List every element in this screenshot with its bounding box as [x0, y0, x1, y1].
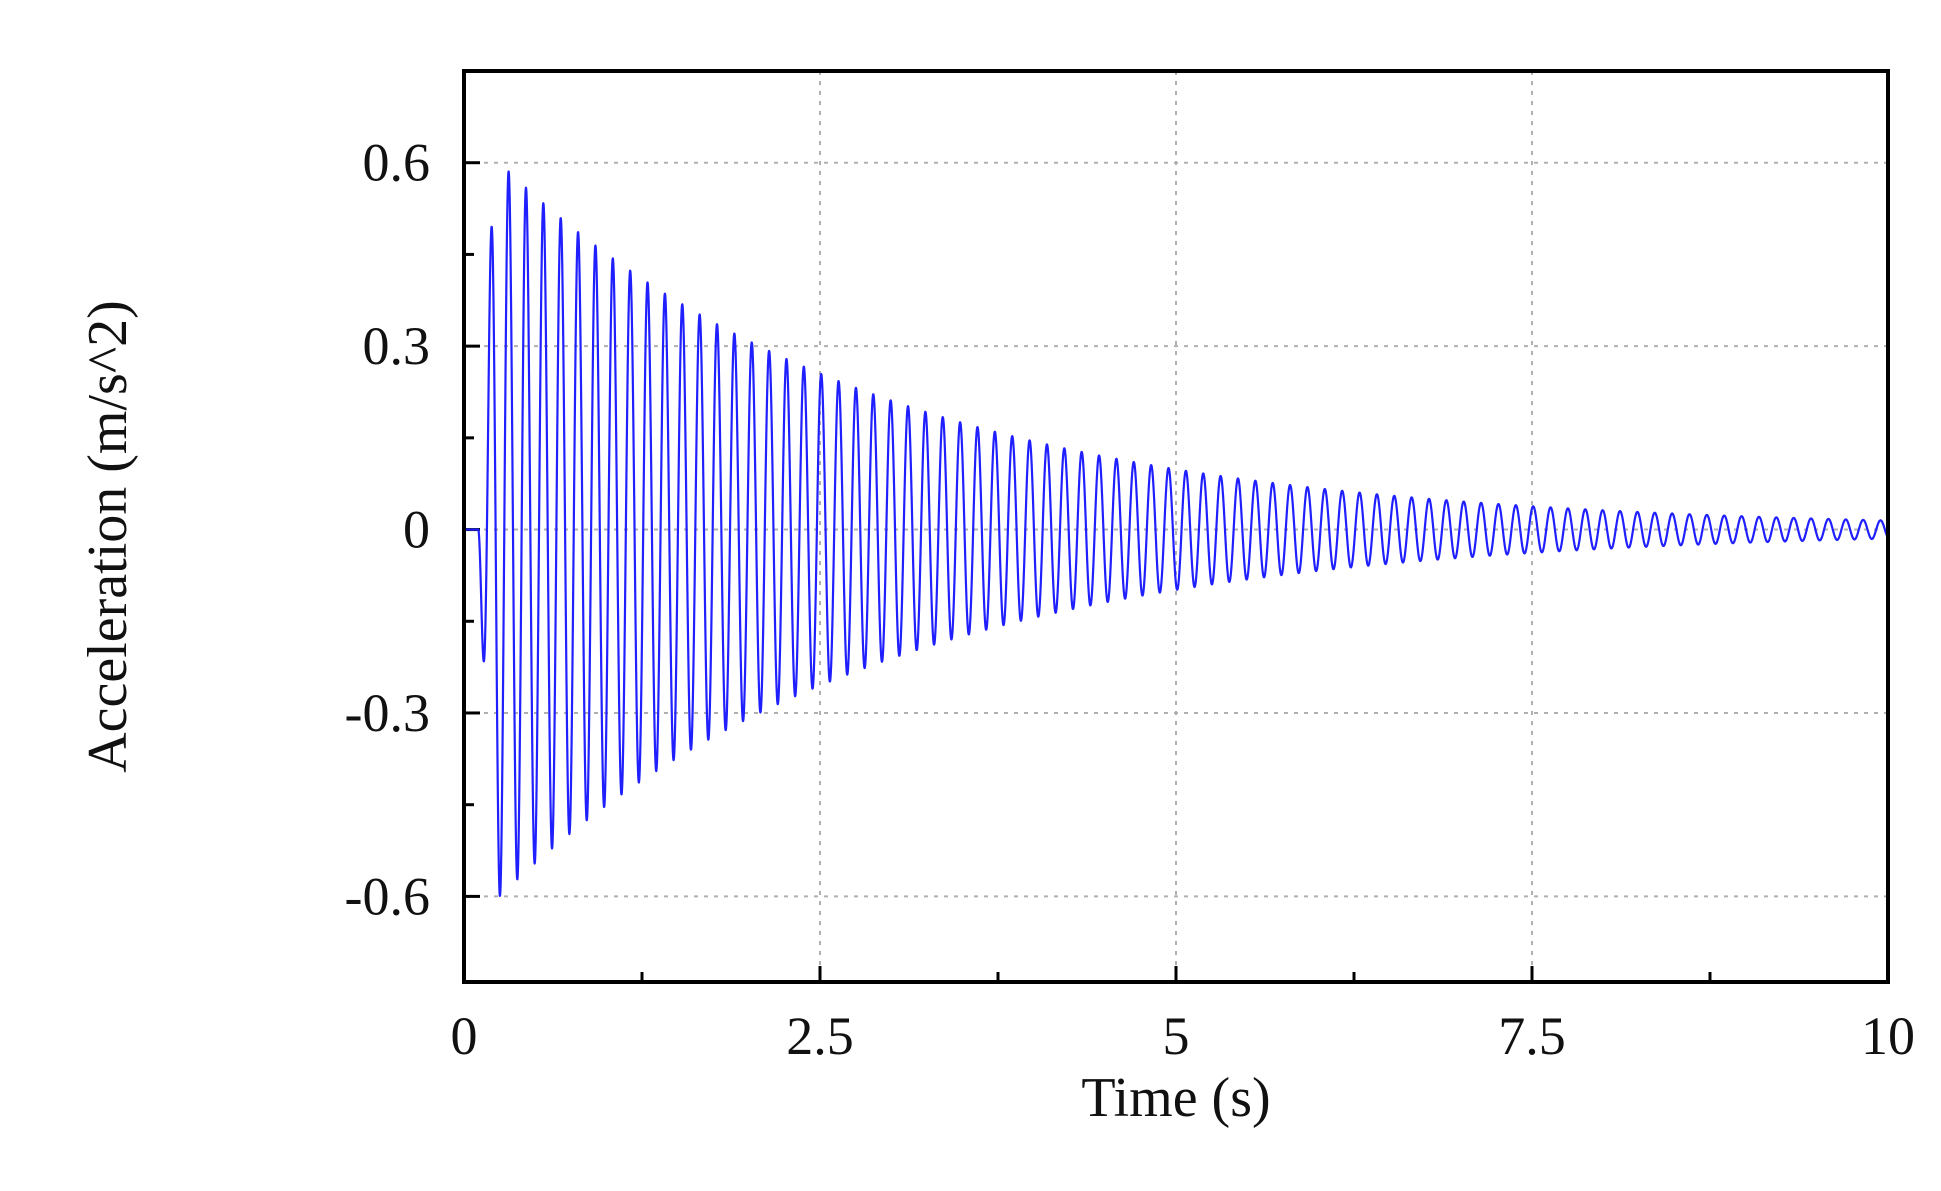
y-axis-title: Acceleration (m/s^2) — [77, 300, 139, 773]
x-tick-label: 0 — [451, 1006, 478, 1066]
x-axis-title: Time (s) — [1081, 1067, 1270, 1129]
y-tick-label: -0.6 — [345, 866, 430, 926]
x-tick-label: 5 — [1163, 1006, 1190, 1066]
series-line-0 — [463, 170, 1889, 897]
x-tick-label: 2.5 — [786, 1006, 854, 1066]
y-tick-label: 0.6 — [363, 133, 431, 193]
grid — [464, 71, 1888, 982]
y-tick-label: -0.3 — [345, 683, 430, 743]
tick-labels: 0 2.5 5 7.5 10 -0.6 -0.3 0 0.3 0.6 — [345, 133, 1915, 1066]
x-tick-label: 7.5 — [1498, 1006, 1566, 1066]
y-tick-label: 0 — [403, 500, 430, 560]
y-tick-label: 0.3 — [363, 316, 431, 376]
plot-frame — [462, 69, 1890, 984]
x-tick-label: 10 — [1861, 1006, 1915, 1066]
series-layer — [463, 170, 1889, 897]
